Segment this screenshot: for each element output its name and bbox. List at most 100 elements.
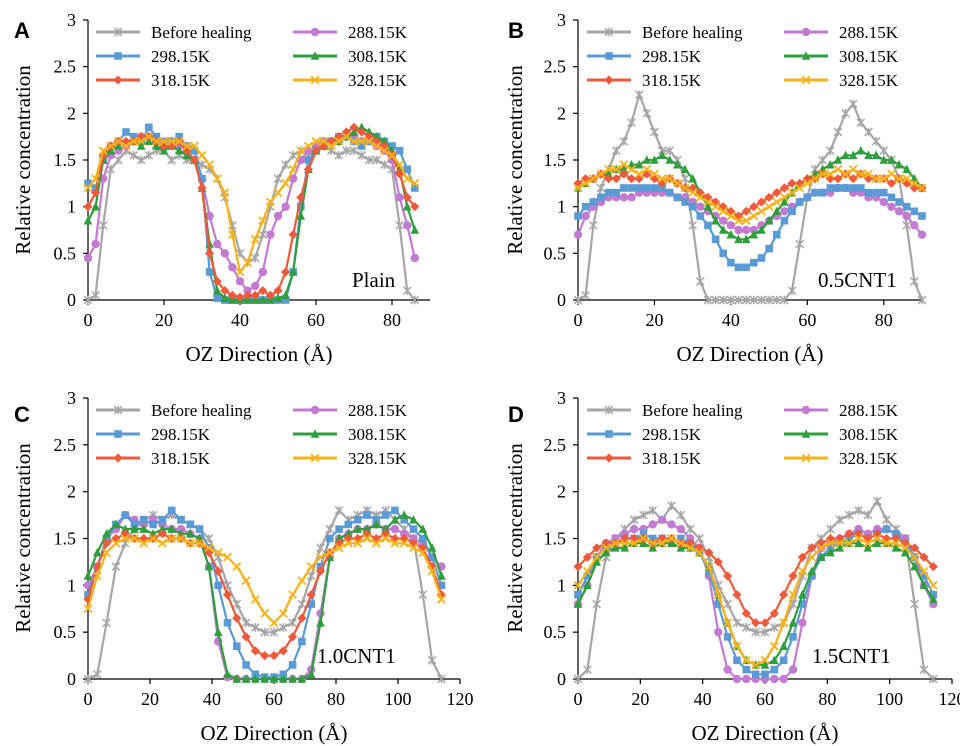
data-point — [844, 529, 854, 539]
data-point — [362, 529, 372, 539]
data-point — [756, 197, 767, 207]
y-tick-label: 0 — [67, 290, 76, 310]
data-point — [581, 291, 590, 300]
data-point — [757, 225, 766, 234]
legend-label: 318.15K — [151, 449, 211, 468]
data-point — [902, 211, 911, 221]
data-point — [227, 290, 237, 300]
legend: Before healing 288.15K 298.15K 308.15K 318.1… — [96, 23, 408, 90]
data-point — [642, 109, 652, 118]
y-tick-label: 3 — [67, 388, 76, 408]
data-point — [102, 529, 111, 538]
data-point — [649, 534, 657, 543]
data-point — [334, 538, 344, 548]
data-point — [174, 145, 184, 155]
data-point — [158, 515, 167, 524]
data-point — [807, 572, 816, 580]
data-point — [288, 590, 298, 600]
data-point — [676, 510, 686, 520]
data-point — [627, 118, 636, 127]
y-tick-label: 0.5 — [544, 622, 567, 642]
data-point — [250, 253, 260, 263]
data-point — [882, 515, 891, 525]
data-point — [797, 552, 807, 562]
data-point — [278, 623, 288, 632]
data-point — [334, 151, 344, 160]
data-point — [780, 207, 789, 216]
data-point — [864, 150, 873, 160]
panel-letter: C — [14, 402, 30, 427]
data-point — [711, 202, 721, 212]
data-point — [159, 136, 169, 146]
sample-annotation: Plain — [352, 268, 396, 292]
data-point — [279, 674, 288, 683]
data-point — [734, 216, 743, 226]
data-point — [685, 543, 695, 553]
data-point — [419, 534, 427, 543]
sample-annotation: 0.5CNT1 — [818, 268, 897, 292]
data-point — [140, 515, 148, 524]
data-point — [704, 562, 714, 572]
data-point — [410, 295, 420, 305]
data-point — [220, 286, 230, 296]
legend-marker — [604, 405, 614, 415]
data-point — [427, 566, 437, 576]
data-point — [741, 206, 751, 216]
data-point — [357, 122, 366, 132]
data-point — [929, 594, 938, 604]
data-point — [734, 263, 743, 272]
data-point — [695, 192, 705, 202]
y-axis-title: Relative concentration — [503, 65, 527, 255]
data-point — [84, 590, 92, 599]
data-point — [718, 295, 728, 305]
data-point — [749, 211, 759, 221]
data-point — [757, 254, 766, 262]
data-point — [704, 221, 712, 230]
data-point — [629, 515, 639, 525]
data-point — [303, 164, 313, 174]
data-point — [102, 534, 111, 543]
data-point — [825, 146, 835, 155]
data-point — [910, 599, 919, 609]
data-point — [121, 141, 131, 151]
data-point — [648, 538, 658, 548]
data-point — [390, 538, 400, 548]
data-point — [574, 590, 582, 599]
data-point — [798, 600, 807, 608]
data-point — [634, 159, 644, 169]
data-point — [573, 599, 583, 608]
data-point — [235, 267, 245, 277]
data-point — [772, 197, 782, 207]
data-point — [788, 590, 798, 600]
data-point — [250, 234, 260, 244]
data-point — [303, 141, 313, 151]
x-tick-label: 120 — [447, 689, 474, 709]
data-point — [223, 552, 232, 562]
data-point — [83, 215, 93, 225]
data-point — [769, 608, 779, 619]
data-point — [741, 295, 751, 305]
data-point — [680, 174, 690, 183]
data-point — [596, 169, 606, 179]
data-point — [190, 146, 199, 155]
data-point — [353, 524, 362, 533]
data-point — [723, 618, 733, 628]
legend-label: 288.15K — [348, 401, 408, 420]
y-tick-label: 2 — [67, 482, 76, 502]
data-point — [760, 655, 770, 665]
data-point — [685, 524, 695, 534]
data-point — [741, 225, 751, 235]
data-point — [98, 146, 108, 156]
data-point — [857, 184, 865, 192]
legend-item-318-15k: 318.15K — [587, 449, 702, 468]
data-point — [919, 665, 929, 674]
data-point — [657, 515, 667, 524]
x-tick-label: 80 — [875, 310, 893, 330]
data-point — [917, 295, 927, 305]
x-tick-label: 60 — [307, 310, 325, 330]
data-point — [807, 552, 817, 562]
data-point — [343, 538, 353, 548]
legend-item-before-healing: Before healing — [96, 23, 252, 42]
data-point — [841, 169, 850, 179]
data-point — [798, 589, 807, 599]
